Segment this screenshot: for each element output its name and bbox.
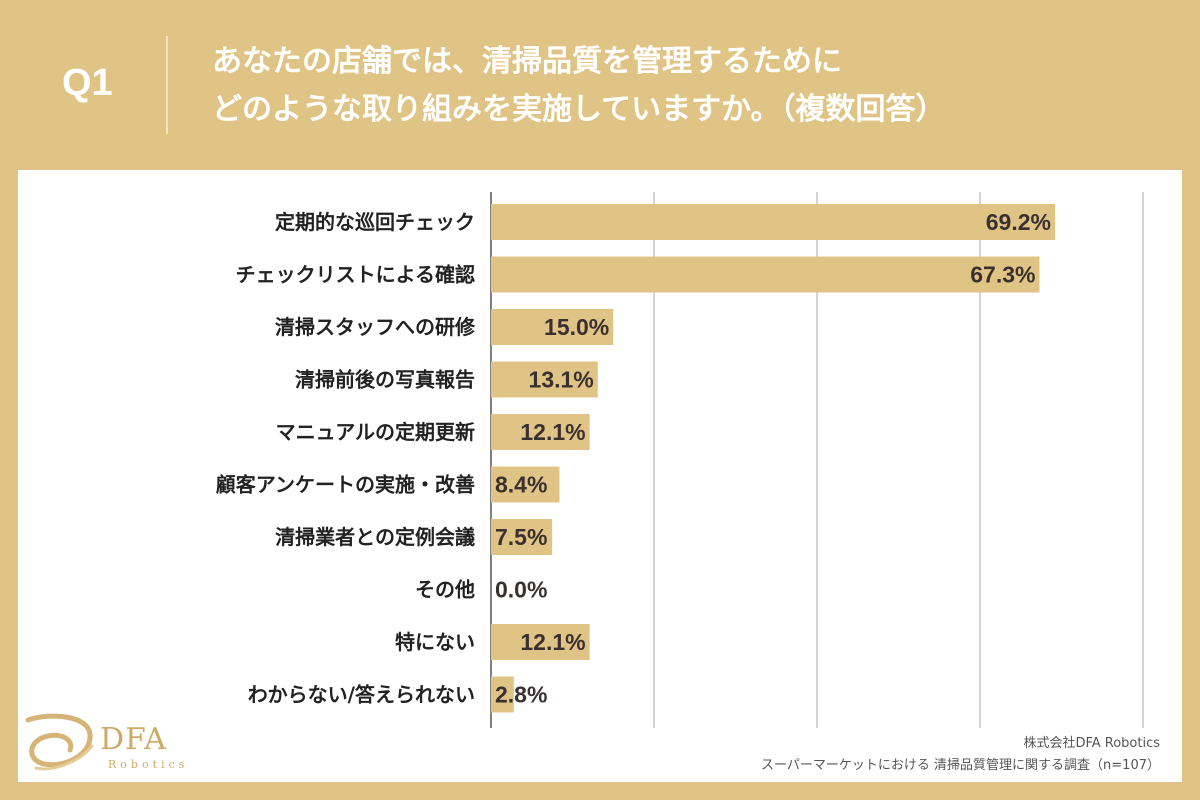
- question-title: あなたの店舗では、清掃品質を管理するために どのような取り組みを実施していますか…: [212, 38, 1172, 134]
- category-label: 清掃前後の写真報告: [295, 368, 475, 392]
- value-label: 67.3%: [970, 262, 1035, 288]
- logo-subtitle: Robotics: [108, 758, 189, 771]
- value-label: 15.0%: [544, 314, 609, 340]
- value-label: 2.8%: [495, 682, 547, 708]
- dfa-swirl-icon: [25, 713, 94, 771]
- bar-chart: 定期的な巡回チェックチェックリストによる確認清掃スタッフへの研修清掃前後の写真報…: [216, 192, 1144, 728]
- footer-company: 株式会社DFA Robotics: [1023, 736, 1160, 751]
- logo-name: DFA: [100, 722, 167, 757]
- value-label: 69.2%: [986, 209, 1051, 235]
- dfa-logo: DFA Robotics: [22, 708, 222, 778]
- category-label: 顧客アンケートの実施・改善: [216, 473, 475, 497]
- header-divider: [166, 36, 168, 134]
- bar: [491, 519, 553, 555]
- category-label: マニュアルの定期更新: [276, 420, 475, 444]
- footer-survey: スーパーマーケットにおける 清掃品質管理に関する調査（n=107）: [761, 758, 1160, 773]
- value-label: 13.1%: [529, 367, 594, 393]
- chart-card: 定期的な巡回チェックチェックリストによる確認清掃スタッフへの研修清掃前後の写真報…: [18, 170, 1182, 782]
- bar: [491, 676, 514, 713]
- header: Q1 あなたの店舗では、清掃品質を管理するために どのような取り組みを実施してい…: [0, 0, 1200, 170]
- bars: [491, 204, 1055, 713]
- category-label: 清掃業者との定例会議: [275, 525, 475, 549]
- category-label: 定期的な巡回チェック: [275, 210, 475, 234]
- bar: [491, 414, 590, 450]
- question-label: Q1: [62, 62, 113, 104]
- value-label: 7.5%: [495, 524, 547, 550]
- value-label: 12.1%: [520, 419, 585, 445]
- category-label: その他: [415, 578, 475, 602]
- question-title-line-1: あなたの店舗では、清掃品質を管理するために: [212, 44, 842, 79]
- bar: [491, 624, 590, 660]
- category-label: 清掃スタッフへの研修: [275, 315, 476, 339]
- value-label: 0.0%: [495, 577, 547, 603]
- category-label: 特にない: [395, 630, 475, 654]
- bar: [491, 466, 560, 503]
- category-labels: 定期的な巡回チェックチェックリストによる確認清掃スタッフへの研修清掃前後の写真報…: [216, 210, 476, 707]
- question-title-line-2: どのような取り組みを実施していますか。（複数回答）: [212, 92, 946, 127]
- category-label: チェックリストによる確認: [236, 263, 475, 287]
- value-label: 8.4%: [495, 472, 547, 498]
- bar: [491, 309, 614, 345]
- value-labels: 69.2% 67.3% 15.0% 13.1% 12.1% 8.4% 7.5% 0.0% 12.…: [495, 209, 1051, 708]
- bar: [491, 361, 598, 398]
- bar: [491, 256, 1040, 293]
- bar: [491, 204, 1055, 240]
- value-label: 12.1%: [520, 629, 585, 655]
- footer: 株式会社DFA Robotics スーパーマーケットにおける 清掃品質管理に関す…: [761, 733, 1160, 777]
- category-label: わからない/答えられない: [248, 683, 475, 707]
